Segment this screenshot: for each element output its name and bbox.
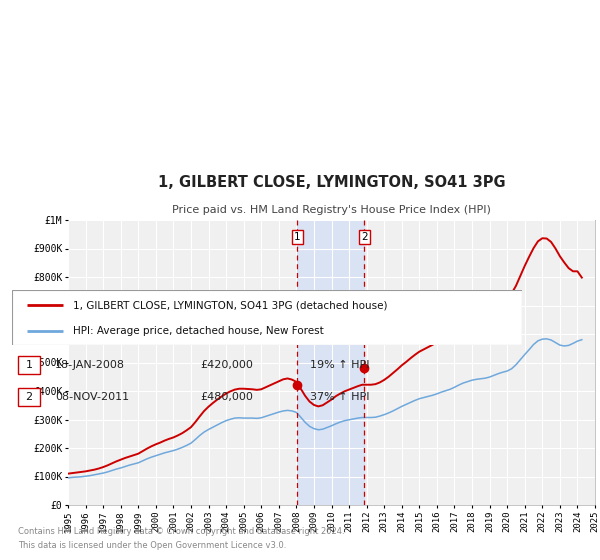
Text: £480,000: £480,000: [200, 392, 253, 402]
Text: 2: 2: [25, 392, 32, 402]
Text: 08-NOV-2011: 08-NOV-2011: [55, 392, 129, 402]
Text: Price paid vs. HM Land Registry's House Price Index (HPI): Price paid vs. HM Land Registry's House …: [172, 205, 491, 215]
Text: 1, GILBERT CLOSE, LYMINGTON, SO41 3PG: 1, GILBERT CLOSE, LYMINGTON, SO41 3PG: [158, 175, 505, 190]
Text: 1: 1: [25, 360, 32, 370]
Text: £420,000: £420,000: [200, 360, 253, 370]
FancyBboxPatch shape: [12, 290, 522, 345]
Text: 18-JAN-2008: 18-JAN-2008: [55, 360, 125, 370]
Text: HPI: Average price, detached house, New Forest: HPI: Average price, detached house, New …: [73, 326, 324, 336]
Text: 19% ↑ HPI: 19% ↑ HPI: [310, 360, 370, 370]
Text: 1, GILBERT CLOSE, LYMINGTON, SO41 3PG (detached house): 1, GILBERT CLOSE, LYMINGTON, SO41 3PG (d…: [73, 300, 388, 310]
Bar: [297, 220, 364, 505]
Text: 37% ↑ HPI: 37% ↑ HPI: [310, 392, 370, 402]
Text: 1: 1: [294, 232, 301, 242]
Text: Contains HM Land Registry data © Crown copyright and database right 2024.: Contains HM Land Registry data © Crown c…: [18, 528, 344, 536]
Text: 2: 2: [361, 232, 367, 242]
Text: This data is licensed under the Open Government Licence v3.0.: This data is licensed under the Open Gov…: [18, 542, 286, 550]
